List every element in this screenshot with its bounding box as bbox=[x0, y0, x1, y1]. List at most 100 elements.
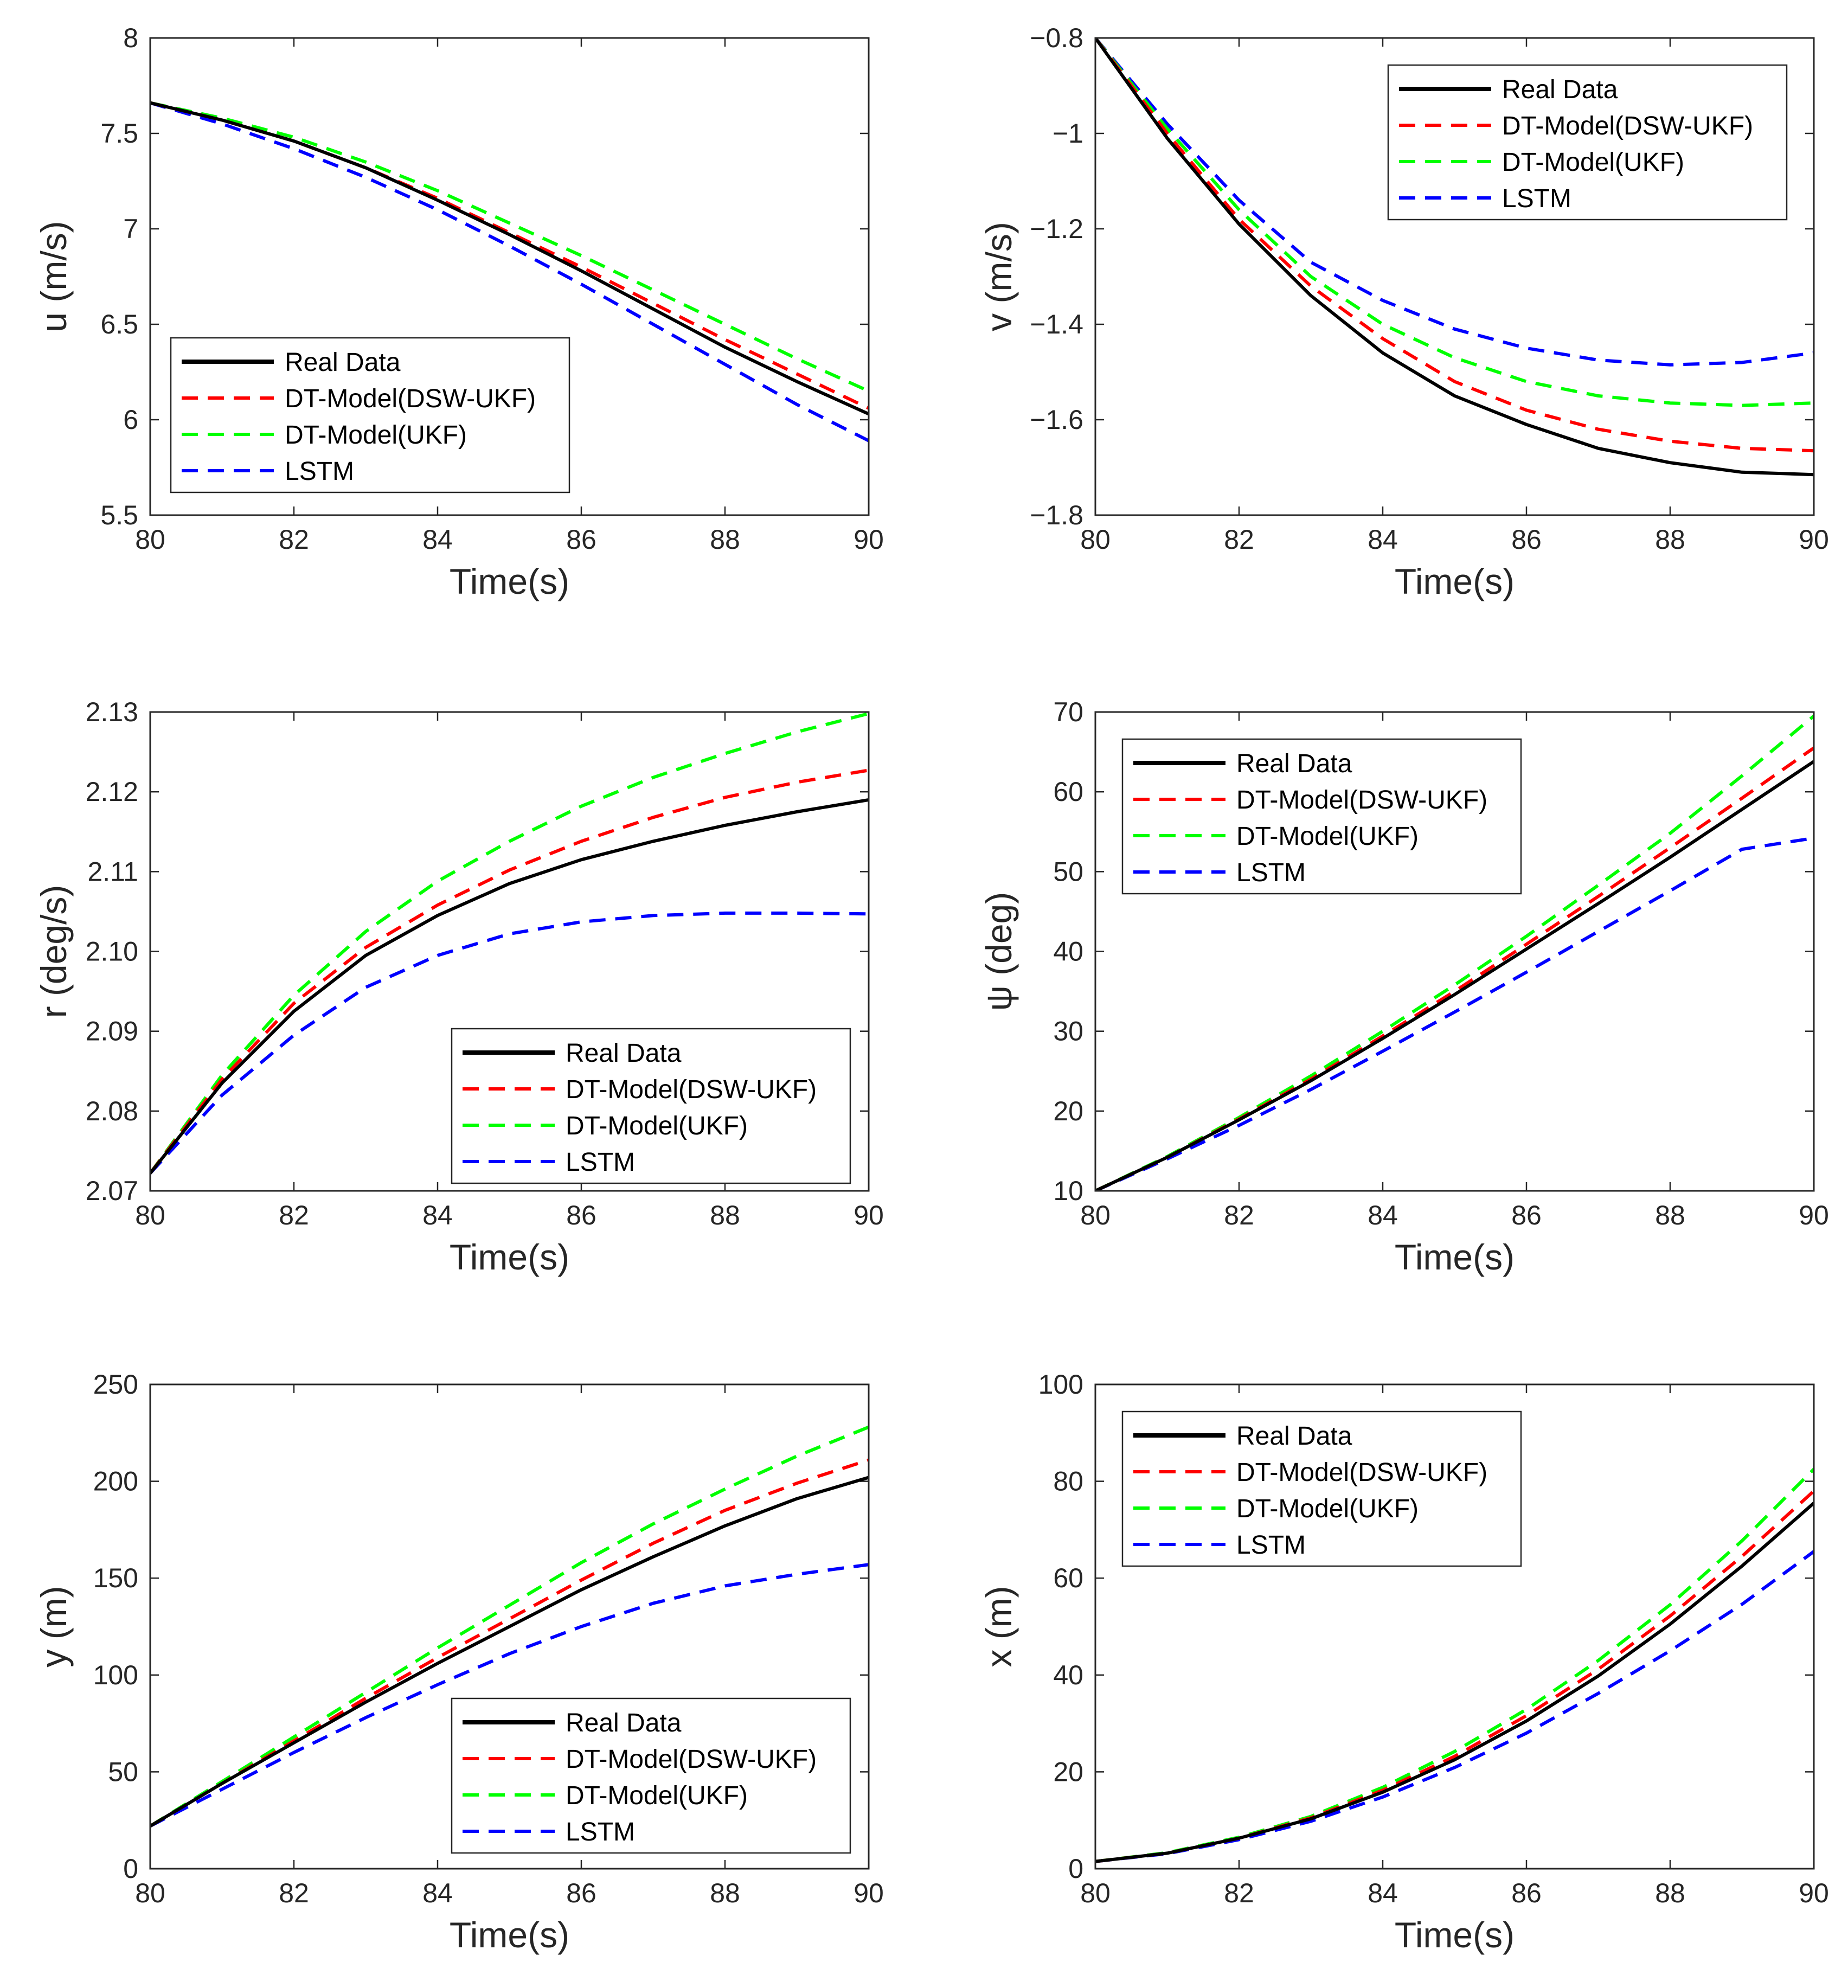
series-group bbox=[150, 712, 869, 1175]
legend-label: Real Data bbox=[285, 348, 401, 377]
x-tick-label: 88 bbox=[710, 524, 740, 555]
legend-label: LSTM bbox=[1236, 1531, 1306, 1560]
x-tick-label: 84 bbox=[422, 1200, 453, 1230]
x-axis-label: Time(s) bbox=[1395, 1237, 1515, 1277]
x-tick-label: 80 bbox=[1080, 1200, 1111, 1230]
x-tick-label: 80 bbox=[135, 524, 165, 555]
series-line-lstm bbox=[1095, 836, 1814, 1191]
legend-label: DT-Model(UKF) bbox=[1236, 1495, 1419, 1523]
legend-label: DT-Model(UKF) bbox=[566, 1112, 748, 1140]
series-group bbox=[1095, 38, 1814, 477]
series-group bbox=[1095, 1468, 1814, 1863]
series-line-real-data bbox=[1095, 1502, 1814, 1863]
y-tick-label: 7.5 bbox=[100, 118, 138, 149]
x-axis-label: Time(s) bbox=[1395, 561, 1515, 601]
y-tick-label: −0.8 bbox=[1030, 23, 1083, 53]
chart-r: 80 82 84 86 88 90 2.07 2.08 2.09 2.10 2.11 2.12 2.13… bbox=[34, 697, 884, 1277]
legend-label: DT-Model(UKF) bbox=[285, 421, 467, 450]
x-tick-label: 84 bbox=[422, 1878, 453, 1908]
x-tick-label: 82 bbox=[279, 524, 309, 555]
y-tick-label: 2.12 bbox=[86, 777, 138, 807]
series-line-lstm bbox=[1095, 1550, 1814, 1863]
y-tick-label: 0 bbox=[123, 1854, 138, 1884]
y-tick-label: 250 bbox=[93, 1369, 138, 1400]
legend-label: LSTM bbox=[566, 1148, 635, 1177]
axes-frame bbox=[1094, 711, 1815, 1192]
x-tick-label: 82 bbox=[1224, 1200, 1254, 1230]
y-tick-label: −1.6 bbox=[1030, 405, 1083, 435]
legend: Real Data DT-Model(DSW-UKF) DT-Model(UKF) L… bbox=[170, 337, 570, 493]
x-axis-label: Time(s) bbox=[1395, 1915, 1515, 1955]
x-tick-label: 90 bbox=[854, 524, 884, 555]
y-tick-label: 5.5 bbox=[100, 500, 138, 530]
y-tick-label: 2.10 bbox=[86, 937, 138, 967]
y-axis-label: ψ (deg) bbox=[979, 892, 1019, 1011]
x-tick-label: 80 bbox=[1080, 1878, 1111, 1908]
y-tick-label: 20 bbox=[1053, 1096, 1083, 1126]
legend: Real Data DT-Model(DSW-UKF) DT-Model(UKF) L… bbox=[1121, 738, 1522, 895]
y-tick-label: 10 bbox=[1053, 1176, 1083, 1206]
x-axis-label: Time(s) bbox=[450, 1915, 569, 1955]
y-tick-label: 2.09 bbox=[86, 1016, 138, 1047]
y-tick-label: 40 bbox=[1053, 1660, 1083, 1690]
y-tick-label: 40 bbox=[1053, 937, 1083, 967]
x-axis-label: Time(s) bbox=[450, 1237, 569, 1277]
y-tick-label: 100 bbox=[93, 1660, 138, 1690]
legend-label: Real Data bbox=[1236, 749, 1352, 778]
legend-label: Real Data bbox=[566, 1039, 682, 1068]
series-line-lstm bbox=[1095, 38, 1814, 367]
y-axis-label: y (m) bbox=[34, 1586, 74, 1667]
y-tick-label: 60 bbox=[1053, 1563, 1083, 1593]
x-tick-label: 84 bbox=[1368, 524, 1398, 555]
series-line-lstm bbox=[150, 911, 869, 1175]
x-tick-label: 90 bbox=[1799, 1200, 1829, 1230]
chart-u: 80 82 84 86 88 90 5.5 6 6.5 7 7.5 8 Time(s) u (m/s) Re… bbox=[34, 23, 884, 601]
y-tick-label: −1.8 bbox=[1030, 500, 1083, 530]
series-line-real-data bbox=[150, 798, 869, 1175]
x-tick-label: 80 bbox=[135, 1200, 165, 1230]
chart-psi: 80 82 84 86 88 90 10 20 30 40 50 60 70 Time(s) ψ (deg)… bbox=[979, 697, 1829, 1277]
y-tick-label: 50 bbox=[108, 1756, 138, 1787]
x-tick-label: 86 bbox=[1511, 1878, 1542, 1908]
x-tick-label: 90 bbox=[1799, 1878, 1829, 1908]
y-axis-label: x (m) bbox=[979, 1586, 1019, 1667]
legend-label: LSTM bbox=[1236, 858, 1306, 887]
y-tick-label: 2.11 bbox=[87, 856, 138, 887]
series-line-real-data bbox=[150, 101, 869, 416]
legend-label: LSTM bbox=[566, 1818, 635, 1846]
x-tick-label: 88 bbox=[1655, 1200, 1685, 1230]
x-tick-label: 86 bbox=[1511, 524, 1542, 555]
x-tick-label: 82 bbox=[279, 1878, 309, 1908]
legend-label: DT-Model(DSW-UKF) bbox=[1236, 1458, 1487, 1487]
x-tick-label: 88 bbox=[710, 1200, 740, 1230]
y-axis-label: r (deg/s) bbox=[34, 885, 74, 1018]
legend-label: Real Data bbox=[1502, 75, 1618, 104]
legend-label: DT-Model(UKF) bbox=[1502, 148, 1684, 177]
x-tick-label: 90 bbox=[854, 1878, 884, 1908]
legend-label: LSTM bbox=[1502, 184, 1571, 213]
legend-label: DT-Model(DSW-UKF) bbox=[285, 384, 536, 413]
x-tick-label: 84 bbox=[1368, 1878, 1398, 1908]
legend: Real Data DT-Model(DSW-UKF) DT-Model(UKF) L… bbox=[1387, 64, 1788, 221]
y-tick-label: −1.2 bbox=[1030, 214, 1083, 244]
series-line-lstm bbox=[150, 1563, 869, 1828]
x-tick-label: 84 bbox=[422, 524, 453, 555]
y-tick-label: 150 bbox=[93, 1563, 138, 1593]
legend: Real Data DT-Model(DSW-UKF) DT-Model(UKF) L… bbox=[1121, 1410, 1522, 1567]
y-tick-label: 8 bbox=[123, 23, 138, 53]
series-line-real-data bbox=[1095, 760, 1814, 1191]
y-tick-label: 50 bbox=[1053, 856, 1083, 887]
y-tick-label: 2.13 bbox=[86, 697, 138, 727]
legend-label: DT-Model(DSW-UKF) bbox=[1502, 112, 1753, 140]
series-line-dt-model-ukf- bbox=[150, 101, 869, 393]
y-tick-label: 6 bbox=[123, 405, 138, 435]
x-tick-label: 86 bbox=[566, 1200, 596, 1230]
legend-label: DT-Model(UKF) bbox=[566, 1781, 748, 1810]
axes-frame bbox=[149, 1383, 870, 1870]
x-tick-label: 80 bbox=[1080, 524, 1111, 555]
x-tick-label: 90 bbox=[1799, 524, 1829, 555]
x-tick-label: 88 bbox=[710, 1878, 740, 1908]
x-tick-label: 86 bbox=[1511, 1200, 1542, 1230]
axes-frame bbox=[1094, 1383, 1815, 1870]
